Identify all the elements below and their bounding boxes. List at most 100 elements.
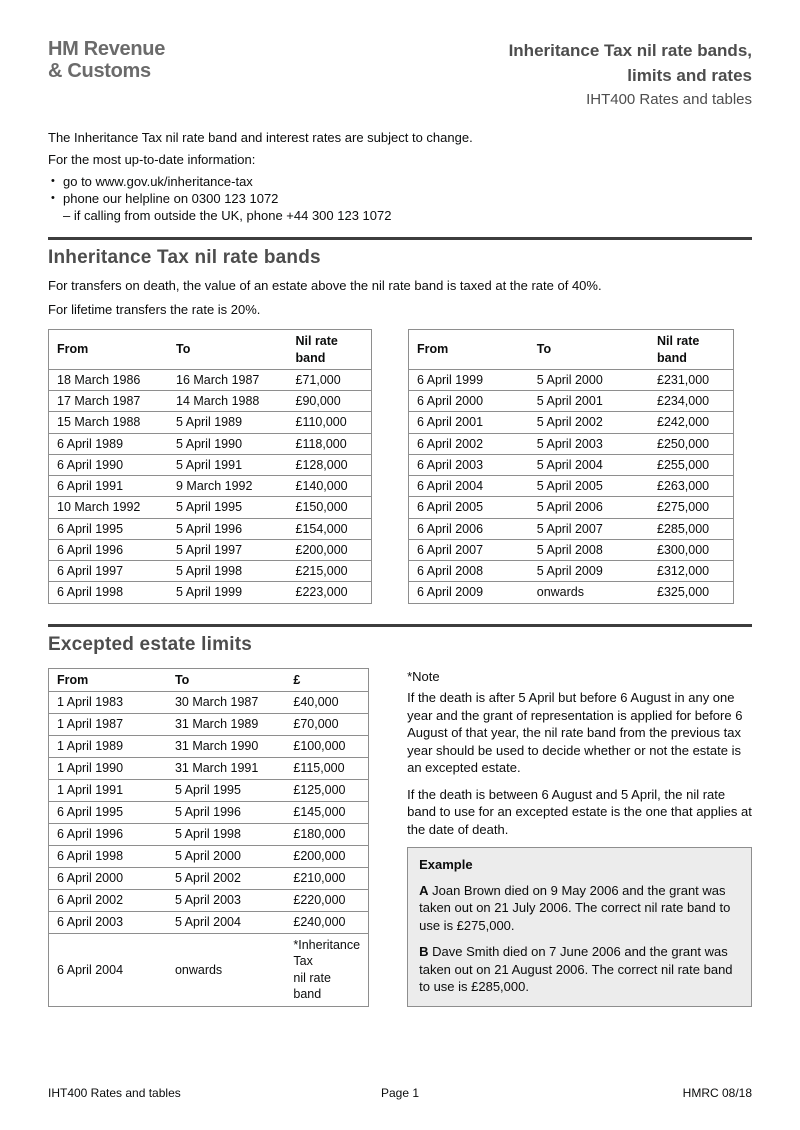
table-cell: £145,000: [285, 801, 369, 824]
table-cell: 14 March 1988: [168, 390, 288, 413]
bullet-item: • phone our helpline on 0300 123 1072: [48, 190, 752, 207]
example-item-b: B Dave Smith died on 7 June 2006 and the…: [419, 943, 740, 996]
title-block: Inheritance Tax nil rate bands, limits an…: [509, 39, 752, 108]
table-cell: £240,000: [285, 911, 369, 934]
table-cell: 5 April 2002: [166, 867, 286, 890]
bullet-icon: •: [51, 192, 55, 205]
table-cell: 31 March 1991: [166, 757, 286, 780]
column-header: To: [166, 668, 286, 692]
table-cell: £312,000: [649, 560, 734, 583]
nil-rate-bands-section: Inheritance Tax nil rate bands For trans…: [48, 247, 752, 604]
table-cell: 16 March 1987: [168, 369, 288, 392]
table-row: 1 April 1987 31 March 1989 £70,000: [48, 713, 369, 736]
table-cell: onwards: [528, 581, 649, 604]
table-row: 6 April 1998 5 April 2000 £200,000: [48, 845, 369, 868]
table-row: 6 April 2004 onwards *Inheritance Tax nil …: [48, 933, 369, 1007]
bullet-text-helpline: phone our helpline on 0300 123 1072: [63, 191, 279, 207]
footer-page-number: Page 1: [380, 1086, 420, 1100]
section-divider: [48, 623, 752, 627]
table-cell: £250,000: [649, 433, 734, 455]
table-cell: 6 April 1990: [48, 454, 168, 477]
document-header: HM Revenue & Customs Inheritance Tax nil…: [48, 38, 752, 108]
table-cell: 5 April 2009: [528, 560, 649, 583]
table-cell: 6 April 2002: [48, 889, 167, 912]
excepted-estate-section: Excepted estate limits From To £1 April 19…: [48, 634, 752, 1007]
table-cell: 15 March 1988: [48, 411, 168, 434]
table-row: 10 March 1992 5 April 1995 £150,000: [48, 496, 372, 519]
table-cell: 6 April 1989: [48, 433, 168, 455]
table-row: 6 April 1996 5 April 1997 £200,000: [48, 539, 372, 562]
example-title: Example: [419, 857, 473, 873]
table-cell: 6 April 1997: [48, 560, 168, 583]
document-title: Inheritance Tax nil rate bands, limits an…: [509, 39, 752, 88]
table-cell: 6 April 1996: [48, 823, 167, 846]
table-cell: £215,000: [287, 560, 372, 583]
table-cell: 5 April 1991: [168, 454, 288, 477]
table-cell: 6 April 1995: [48, 518, 168, 540]
example-label-a: A: [419, 882, 429, 898]
table-cell: £325,000: [649, 581, 734, 604]
table-cell: £231,000: [649, 369, 734, 392]
table-cell: 10 March 1992: [48, 496, 168, 519]
table-cell: 6 April 2008: [408, 560, 529, 583]
table-cell: £150,000: [287, 496, 372, 519]
nil-rate-band-table-right: From To Nil rate band 6 April 1999 5 April 2…: [408, 329, 734, 604]
table-cell: 1 April 1990: [48, 757, 167, 780]
table-row: 6 April 2002 5 April 2003 £250,000: [408, 433, 734, 455]
table-row: 6 April 2004 5 April 2005 £263,000: [408, 475, 734, 498]
table-cell: £71,000: [287, 369, 372, 392]
column-header: Nil rate band: [649, 329, 734, 370]
footer-form-name: IHT400 Rates and tables: [48, 1086, 181, 1100]
excepted-estate-table: From To £1 April 1983 30 March 1987 £40,000 1…: [48, 667, 370, 1007]
table-cell: £180,000: [285, 823, 369, 846]
table-header-row: From To Nil rate band: [408, 329, 734, 370]
note-paragraph-2: If the death is between 6 August and 5 A…: [407, 786, 752, 837]
table-cell: 6 April 2003: [48, 911, 167, 934]
table-row: 15 March 1988 5 April 1989 £110,000: [48, 411, 372, 434]
footer-reference: HMRC 08/18: [682, 1086, 753, 1100]
table-cell: 5 April 1989: [168, 411, 288, 434]
table-cell: 6 April 2004: [408, 475, 529, 498]
table-cell: 6 April 2000: [48, 867, 167, 890]
table-cell: 5 April 2007: [528, 518, 649, 540]
table-row: 6 April 1997 5 April 1998 £215,000: [48, 560, 372, 583]
table-row: 6 April 2009 onwards £325,000: [408, 581, 734, 604]
table-cell: *Inheritance Tax nil rate band: [285, 933, 369, 1007]
table-cell: 5 April 1999: [168, 581, 288, 604]
table-cell: 5 April 1995: [166, 779, 286, 802]
table-cell: 1 April 1987: [48, 713, 167, 736]
table-cell: £263,000: [649, 475, 734, 498]
table-row: 6 April 2008 5 April 2009 £312,000: [408, 560, 734, 583]
table-cell: 18 March 1986: [48, 369, 168, 392]
column-header: £: [285, 668, 369, 692]
table-cell: £255,000: [649, 454, 734, 477]
table-cell: 5 April 1995: [168, 496, 288, 519]
table-row: 1 April 1991 5 April 1995 £125,000: [48, 779, 369, 802]
table-row: 6 April 2003 5 April 2004 £240,000: [48, 911, 369, 934]
hmrc-logo: HM Revenue & Customs: [48, 38, 165, 82]
bullet-text-website: go to www.gov.uk/inheritance-tax: [63, 174, 253, 190]
table-cell: £110,000: [287, 411, 372, 434]
table-row: 1 April 1983 30 March 1987 £40,000: [48, 691, 369, 714]
title-line-1: Inheritance Tax nil rate bands,: [508, 41, 752, 60]
table-cell: 5 April 1998: [168, 560, 288, 583]
table-row: 6 April 2006 5 April 2007 £285,000: [408, 518, 734, 540]
excepted-estate-content: From To £1 April 1983 30 March 1987 £40,000 1…: [48, 667, 752, 1007]
table-cell: 6 April 2005: [408, 496, 529, 519]
example-item-a: A Joan Brown died on 9 May 2006 and the …: [419, 882, 740, 935]
table-cell: 6 April 2001: [408, 411, 529, 434]
note-paragraph-1: If the death is after 5 April but before…: [407, 690, 743, 776]
column-header: To: [168, 329, 288, 370]
table-row: 6 April 1995 5 April 1996 £154,000: [48, 518, 372, 540]
section-heading-nil-rate-bands: Inheritance Tax nil rate bands: [48, 247, 321, 269]
column-header: Nil rate band: [287, 329, 372, 370]
table-cell: £300,000: [649, 539, 734, 562]
table-cell: £285,000: [649, 518, 734, 540]
table-cell: 6 April 1995: [48, 801, 167, 824]
table-cell: 5 April 1996: [168, 518, 288, 540]
table-cell: 1 April 1989: [48, 735, 167, 758]
nil-rate-band-table-left: From To Nil rate band 18 March 1986 16 March…: [48, 329, 372, 604]
table-row: 6 April 1989 5 April 1990 £118,000: [48, 433, 372, 455]
table-row: 17 March 1987 14 March 1988 £90,000: [48, 390, 372, 413]
nil-rate-tables: From To Nil rate band 18 March 1986 16 March…: [48, 329, 752, 604]
